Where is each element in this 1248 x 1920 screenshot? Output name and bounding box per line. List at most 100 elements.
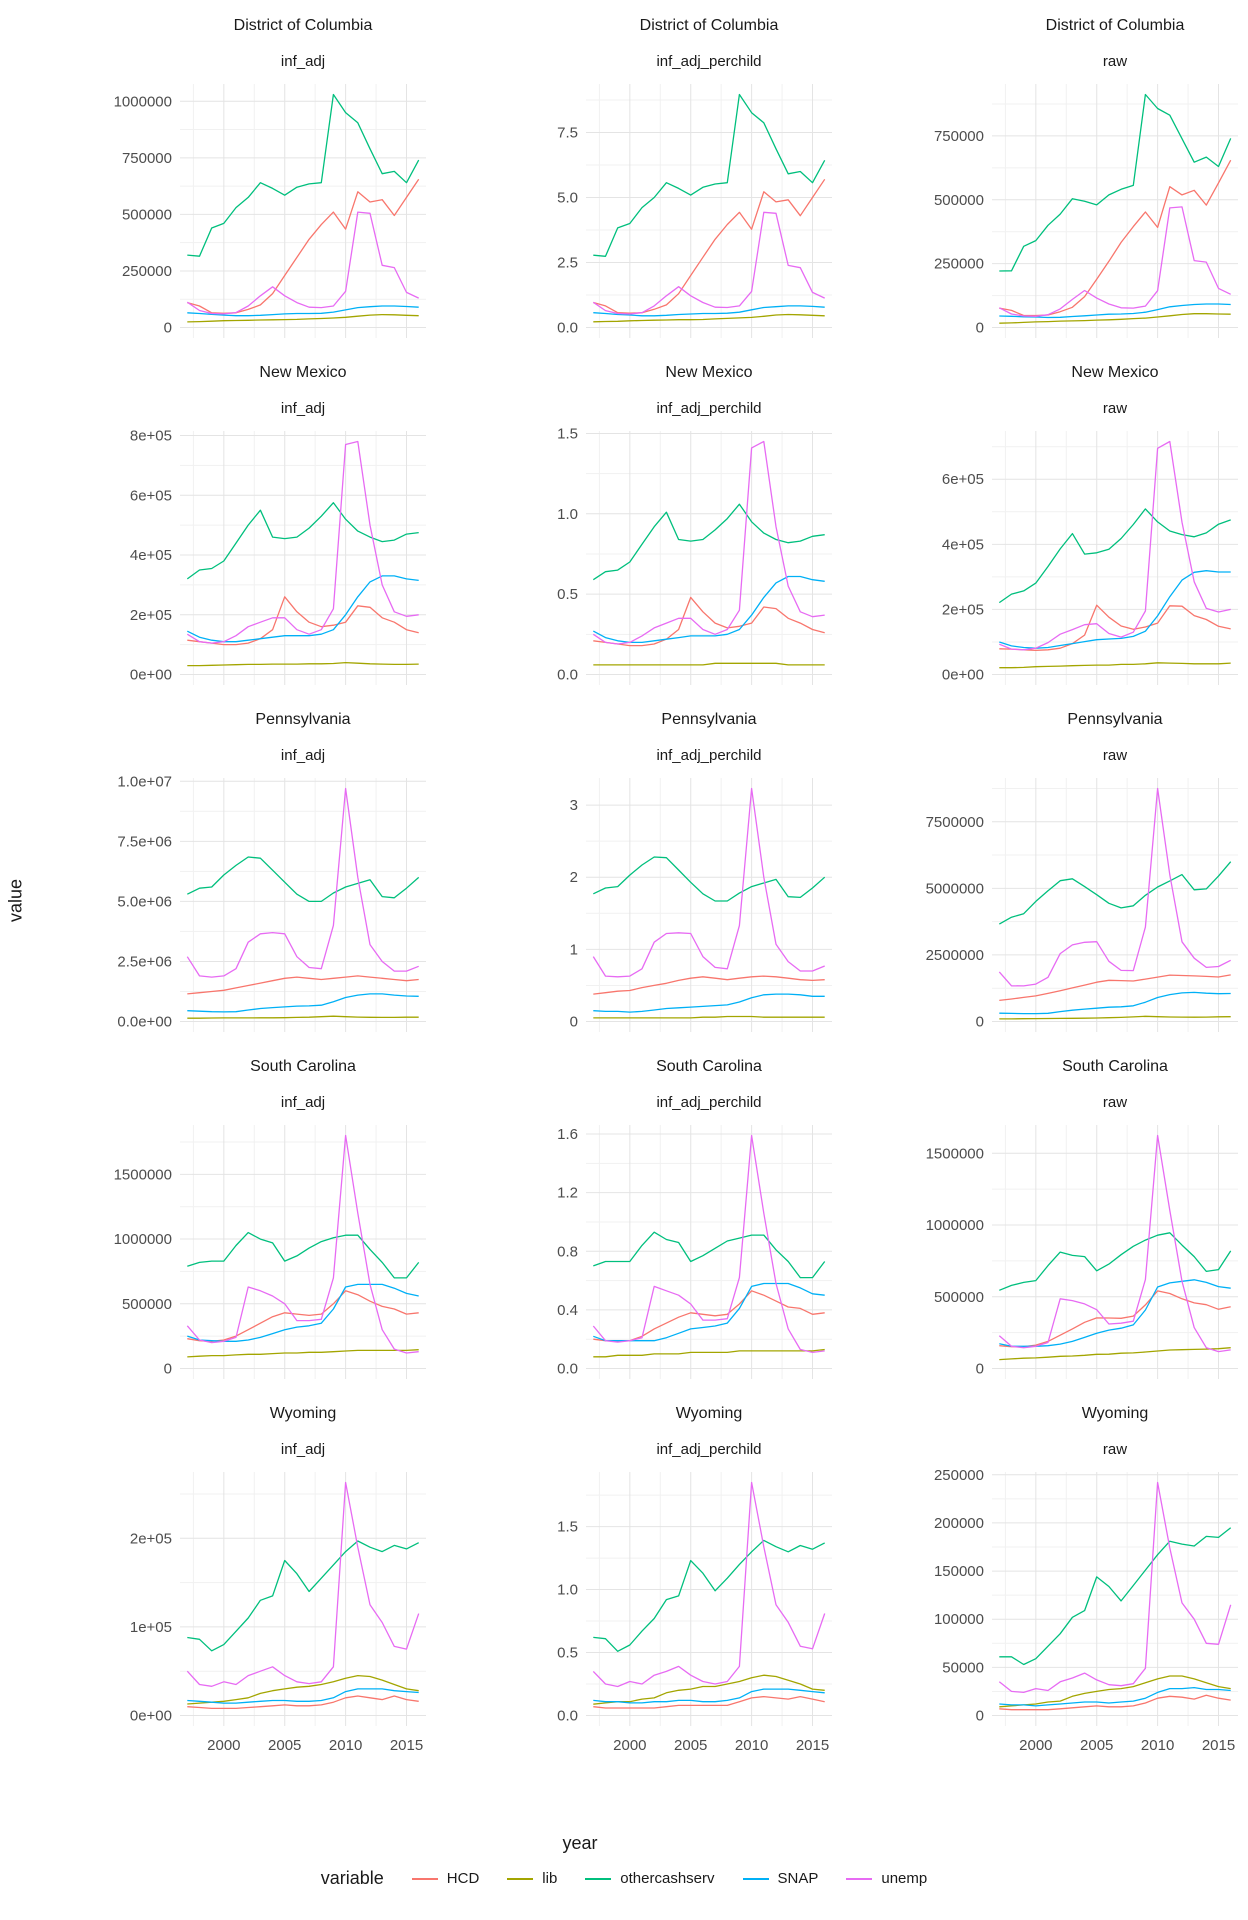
panel-south-carolina-raw: 0 500000 1000000 1500000 South Carolina raw: [926, 1058, 1238, 1379]
x-tick-label: 2010: [1141, 1737, 1174, 1754]
legend-label: unemp: [881, 1870, 928, 1887]
series-line-HCD: [593, 1695, 825, 1709]
panel-state-title: District of Columbia: [640, 17, 779, 34]
series-line-HCD: [593, 975, 825, 995]
series-line-othercashserv: [593, 1539, 825, 1652]
x-tick-label: 2010: [735, 1737, 768, 1754]
series-line-unemp: [186, 787, 419, 978]
series-line-HCD: [999, 974, 1231, 1002]
legend: variable HCD lib othercashserv SNAP unemp: [0, 1868, 1248, 1889]
panel-south-carolina-inf_adj_perchild: 0.0 0.4 0.8 1.2 1.6 South Carolina inf_adj_per…: [557, 1058, 832, 1379]
y-tick-label: 6e+05: [130, 487, 172, 504]
y-tick-label: 0: [164, 1361, 172, 1378]
series-line-lib: [999, 313, 1231, 324]
x-tick-label: 2010: [329, 1737, 362, 1754]
panel-facet-title: inf_adj_perchild: [656, 1094, 761, 1111]
legend-items: HCD lib othercashserv SNAP unemp: [411, 1870, 927, 1887]
y-tick-label: 1.2: [557, 1185, 578, 1202]
panel-state-title: New Mexico: [1071, 364, 1158, 381]
series-line-SNAP: [593, 993, 825, 1013]
y-tick-label: 50000: [942, 1659, 984, 1676]
series-line-HCD: [187, 1290, 419, 1342]
panel-new-mexico-inf_adj_perchild: 0.0 0.5 1.0 1.5 New Mexico inf_adj_perchild: [557, 364, 832, 685]
x-tick-label: 2000: [1019, 1737, 1052, 1754]
panel-state-title: South Carolina: [250, 1058, 356, 1075]
series-line-unemp: [592, 787, 825, 978]
y-tick-label: 0.0: [557, 1708, 578, 1725]
panel-facet-title: raw: [1103, 1441, 1127, 1458]
series-line-HCD: [593, 178, 826, 314]
series-line-othercashserv: [998, 861, 1232, 925]
series-line-HCD: [187, 975, 419, 995]
y-tick-label: 0: [976, 320, 984, 337]
panel-wyoming-raw: 0 50000 100000 150000 200000 250000 Wyoming raw…: [934, 1405, 1238, 1754]
series-line-unemp: [998, 1481, 1232, 1694]
series-line-othercashserv: [593, 93, 826, 257]
panel-state-title: South Carolina: [1062, 1058, 1168, 1075]
series-line-othercashserv: [999, 1232, 1232, 1291]
series-line-lib: [999, 662, 1231, 669]
y-tick-label: 5.0e+06: [117, 893, 172, 910]
y-tick-label: 1.0e+07: [117, 773, 172, 790]
y-tick-label: 5000000: [926, 880, 984, 897]
series-line-SNAP: [187, 1688, 419, 1704]
series-line-unemp: [592, 440, 825, 645]
series-line-lib: [187, 1674, 419, 1705]
y-tick-label: 0.4: [557, 1302, 578, 1319]
legend-item-HCD: HCD: [411, 1870, 479, 1887]
series-line-unemp: [999, 440, 1231, 651]
series-line-othercashserv: [187, 856, 420, 903]
legend-item-othercashserv: othercashserv: [585, 1870, 715, 1887]
panel-state-title: Wyoming: [270, 1405, 337, 1422]
y-tick-label: 0: [164, 320, 172, 337]
y-tick-label: 1.0: [557, 506, 578, 523]
y-tick-label: 5.0: [557, 189, 578, 206]
y-tick-label: 0.0: [557, 320, 578, 337]
series-line-unemp: [998, 1134, 1231, 1353]
y-tick-label: 0e+00: [130, 1708, 172, 1725]
x-tick-label: 2005: [674, 1737, 707, 1754]
legend-key-line-HCD: [411, 1877, 438, 1880]
x-tick-label: 2015: [1202, 1737, 1235, 1754]
x-tick-label: 2015: [390, 1737, 423, 1754]
y-tick-label: 0: [976, 1014, 984, 1031]
y-tick-label: 2e+05: [130, 1530, 172, 1547]
y-tick-label: 3: [570, 797, 578, 814]
series-line-SNAP: [999, 303, 1231, 319]
y-tick-label: 250000: [934, 256, 984, 273]
series-line-unemp: [592, 1481, 826, 1688]
legend-item-unemp: unemp: [846, 1870, 927, 1887]
legend-item-SNAP: SNAP: [742, 1870, 818, 1887]
x-axis-title: year: [562, 1833, 598, 1853]
series-line-lib: [999, 1347, 1231, 1361]
series-line-unemp: [186, 440, 419, 644]
series-line-othercashserv: [187, 1231, 420, 1279]
y-tick-label: 500000: [934, 192, 984, 209]
panel-facet-title: inf_adj: [281, 53, 325, 70]
panel-facet-title: inf_adj: [281, 400, 325, 417]
y-tick-label: 500000: [934, 1289, 984, 1306]
series-line-lib: [187, 313, 419, 323]
y-tick-label: 1500000: [114, 1166, 172, 1183]
series-line-SNAP: [593, 305, 825, 317]
panel-facet-title: inf_adj: [281, 1441, 325, 1458]
panel-facet-title: raw: [1103, 400, 1127, 417]
series-line-SNAP: [187, 993, 419, 1013]
y-tick-label: 1: [570, 941, 578, 958]
y-tick-label: 0.0: [557, 1361, 578, 1378]
series-line-othercashserv: [187, 1540, 419, 1652]
panel-facet-title: inf_adj: [281, 747, 325, 764]
series-line-lib: [187, 1015, 419, 1019]
y-tick-label: 750000: [122, 150, 172, 167]
y-tick-label: 1000000: [114, 1231, 172, 1248]
panel-facet-title: inf_adj: [281, 1094, 325, 1111]
y-tick-label: 1.6: [557, 1126, 578, 1143]
y-tick-label: 7.5e+06: [117, 833, 172, 850]
series-line-HCD: [999, 604, 1231, 652]
series-line-unemp: [186, 1134, 419, 1354]
y-tick-label: 7500000: [926, 814, 984, 831]
y-tick-label: 500000: [122, 1296, 172, 1313]
series-line-SNAP: [593, 1688, 825, 1704]
series-line-lib: [593, 1015, 825, 1019]
panel-state-title: District of Columbia: [234, 17, 373, 34]
